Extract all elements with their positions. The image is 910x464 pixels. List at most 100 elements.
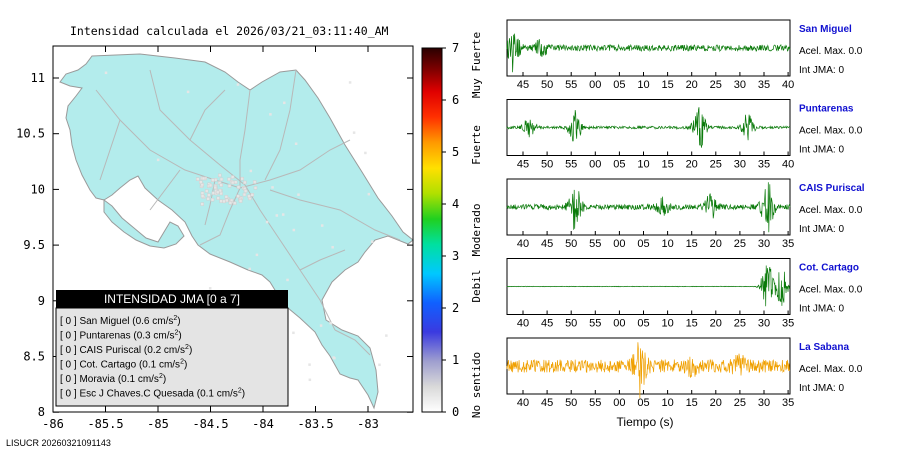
waveform-tick-label: 55: [589, 318, 601, 330]
waveform-tick-label: 10: [661, 397, 673, 409]
waveform-station-name: La Sabana: [799, 342, 849, 353]
city-marker: [294, 142, 298, 146]
city-marker: [370, 240, 374, 243]
map-xtick-label: -83: [357, 417, 379, 431]
waveform-tick-label: 00: [613, 318, 625, 330]
nicoya-peninsula: [103, 199, 185, 249]
waveform-accel-max: Acel. Max. 0.0: [799, 205, 863, 216]
waveform-tick-label: 40: [782, 159, 794, 171]
city-marker: [243, 180, 247, 185]
legend-row: [ 0 ] Puntarenas (0.3 cm/s2): [60, 330, 182, 342]
waveform-tick-label: 40: [517, 397, 529, 409]
city-marker: [281, 213, 285, 216]
colorbar-tick-label: 0: [452, 405, 459, 419]
legend-station-value: (0.3 cm/s: [133, 331, 174, 342]
city-marker: [297, 193, 300, 196]
waveform-tick-label: 50: [541, 79, 553, 91]
waveform-panel: 40 45 50 55 00 05 10 15 20 25 30 35 Cot. Cartago Acel…: [506, 258, 863, 330]
waveform-tick-label: 55: [565, 79, 577, 91]
legend-close: ): [189, 345, 192, 356]
city-marker: [329, 321, 332, 325]
waveform-frame: [506, 337, 791, 395]
city-marker: [213, 178, 218, 182]
waveform-tick-label: 40: [517, 318, 529, 330]
legend-row: [ 0 ] San Miguel (0.6 cm/s2): [60, 315, 181, 327]
map-xtick-label: -86: [42, 417, 64, 431]
legend-station-value: (0.2 cm/s: [144, 345, 185, 356]
city-marker: [215, 190, 220, 195]
waveform-tick-label: 35: [782, 397, 794, 409]
waveform-int-jma: Int JMA: 0: [799, 145, 844, 156]
waveform-tick-label: 20: [710, 397, 722, 409]
waveform-tick-label: 50: [565, 397, 577, 409]
waveform-tick-label: 45: [517, 79, 529, 91]
legend-station-name: Moravia: [79, 374, 117, 385]
map-ytick-label: 8: [38, 405, 45, 419]
waveform-tick-label: 55: [589, 238, 601, 250]
city-marker: [292, 331, 295, 335]
city-marker: [292, 228, 296, 232]
station-markers: [104, 71, 388, 382]
legend-station-name: Cot. Cartago: [79, 360, 138, 371]
city-marker: [228, 201, 233, 205]
colorbar-category-label: Debil: [470, 269, 483, 302]
waveform-tick-label: 15: [661, 159, 673, 171]
legend-badge: [ 0 ]: [60, 316, 79, 327]
city-marker: [286, 278, 289, 282]
city-marker: [210, 197, 215, 202]
waveform-tick-label: 50: [565, 318, 577, 330]
waveform-tick-label: 20: [710, 238, 722, 250]
waveform-tick-label: 15: [686, 318, 698, 330]
footer-id: LISUCR 20260321091143: [6, 438, 111, 448]
legend-station-value: (0.6 cm/s: [132, 316, 173, 327]
waveform-accel-max: Acel. Max. 0.0: [799, 126, 863, 137]
seismic-trace: [506, 342, 791, 399]
map-ytick-label: 10: [31, 182, 45, 196]
legend-badge: [ 0 ]: [60, 360, 79, 371]
waveform-tick-label: 30: [734, 159, 746, 171]
waveform-tick-label: 00: [589, 79, 601, 91]
city-marker: [253, 186, 258, 190]
city-marker: [275, 214, 279, 217]
waveform-tick-label: 25: [710, 159, 722, 171]
city-marker: [218, 173, 222, 178]
waveform-tick-label: 10: [637, 79, 649, 91]
waveform-xlabel: Tiempo (s): [617, 415, 674, 429]
city-marker: [207, 193, 211, 197]
waveform-tick-label: 05: [637, 397, 649, 409]
colorbar-tick-label: 4: [452, 197, 459, 211]
city-marker: [242, 192, 247, 197]
city-marker: [156, 158, 160, 162]
city-marker: [236, 83, 240, 86]
legend-station-name: CAIS Puriscal: [79, 345, 143, 356]
costa-rica-land: [59, 53, 414, 410]
colorbar-category-label: No sentido: [470, 352, 483, 418]
city-marker: [348, 81, 352, 84]
waveform-station-name: Puntarenas: [799, 104, 854, 115]
waveform-panel: 40 45 50 55 00 05 10 15 20 25 30 35 La Sabana Acel. M…: [506, 337, 863, 409]
waveform-panels: 45 50 55 00 05 10 15 20 25 30 35 40 San Miguel Acel. …: [506, 19, 865, 409]
city-marker: [213, 185, 218, 190]
waveform-panel: 40 45 50 55 00 05 10 15 20 25 30 35 CAIS Puriscal Ace…: [506, 178, 865, 250]
city-marker: [238, 199, 243, 203]
map-xtick-label: -85.5: [87, 417, 123, 431]
legend-superscript: 2: [175, 330, 179, 337]
colorbar-category-label: Moderado: [470, 204, 483, 257]
waveform-tick-label: 40: [517, 238, 529, 250]
waveform-tick-label: 20: [686, 79, 698, 91]
legend-station-value: (0.1 cm/s: [139, 360, 180, 371]
colorbar-tick-label: 6: [452, 93, 459, 107]
legend-close: ): [178, 331, 181, 342]
legend-superscript: 2: [238, 388, 242, 395]
city-marker: [227, 184, 232, 188]
city-marker: [250, 193, 255, 197]
waveform-tick-label: 10: [637, 159, 649, 171]
colorbar-tick-label: 7: [452, 41, 459, 55]
city-marker: [208, 287, 212, 290]
city-marker: [319, 324, 323, 327]
waveform-tick-label: 30: [758, 318, 770, 330]
seismic-trace: [506, 33, 791, 73]
city-marker: [364, 151, 367, 155]
legend-title: INTENSIDAD JMA [0 a 7]: [104, 292, 240, 306]
